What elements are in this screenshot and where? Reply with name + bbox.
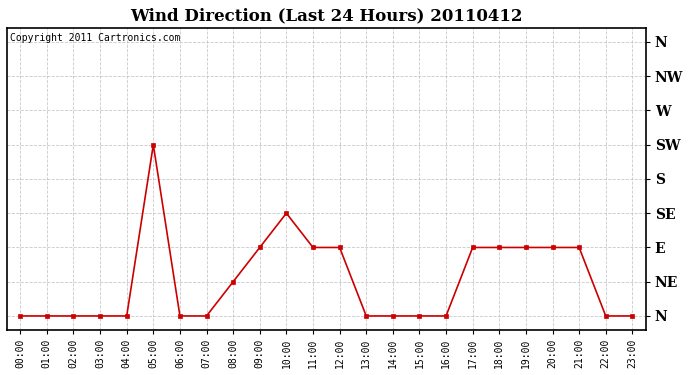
Title: Wind Direction (Last 24 Hours) 20110412: Wind Direction (Last 24 Hours) 20110412: [130, 7, 522, 24]
Text: Copyright 2011 Cartronics.com: Copyright 2011 Cartronics.com: [10, 33, 181, 43]
